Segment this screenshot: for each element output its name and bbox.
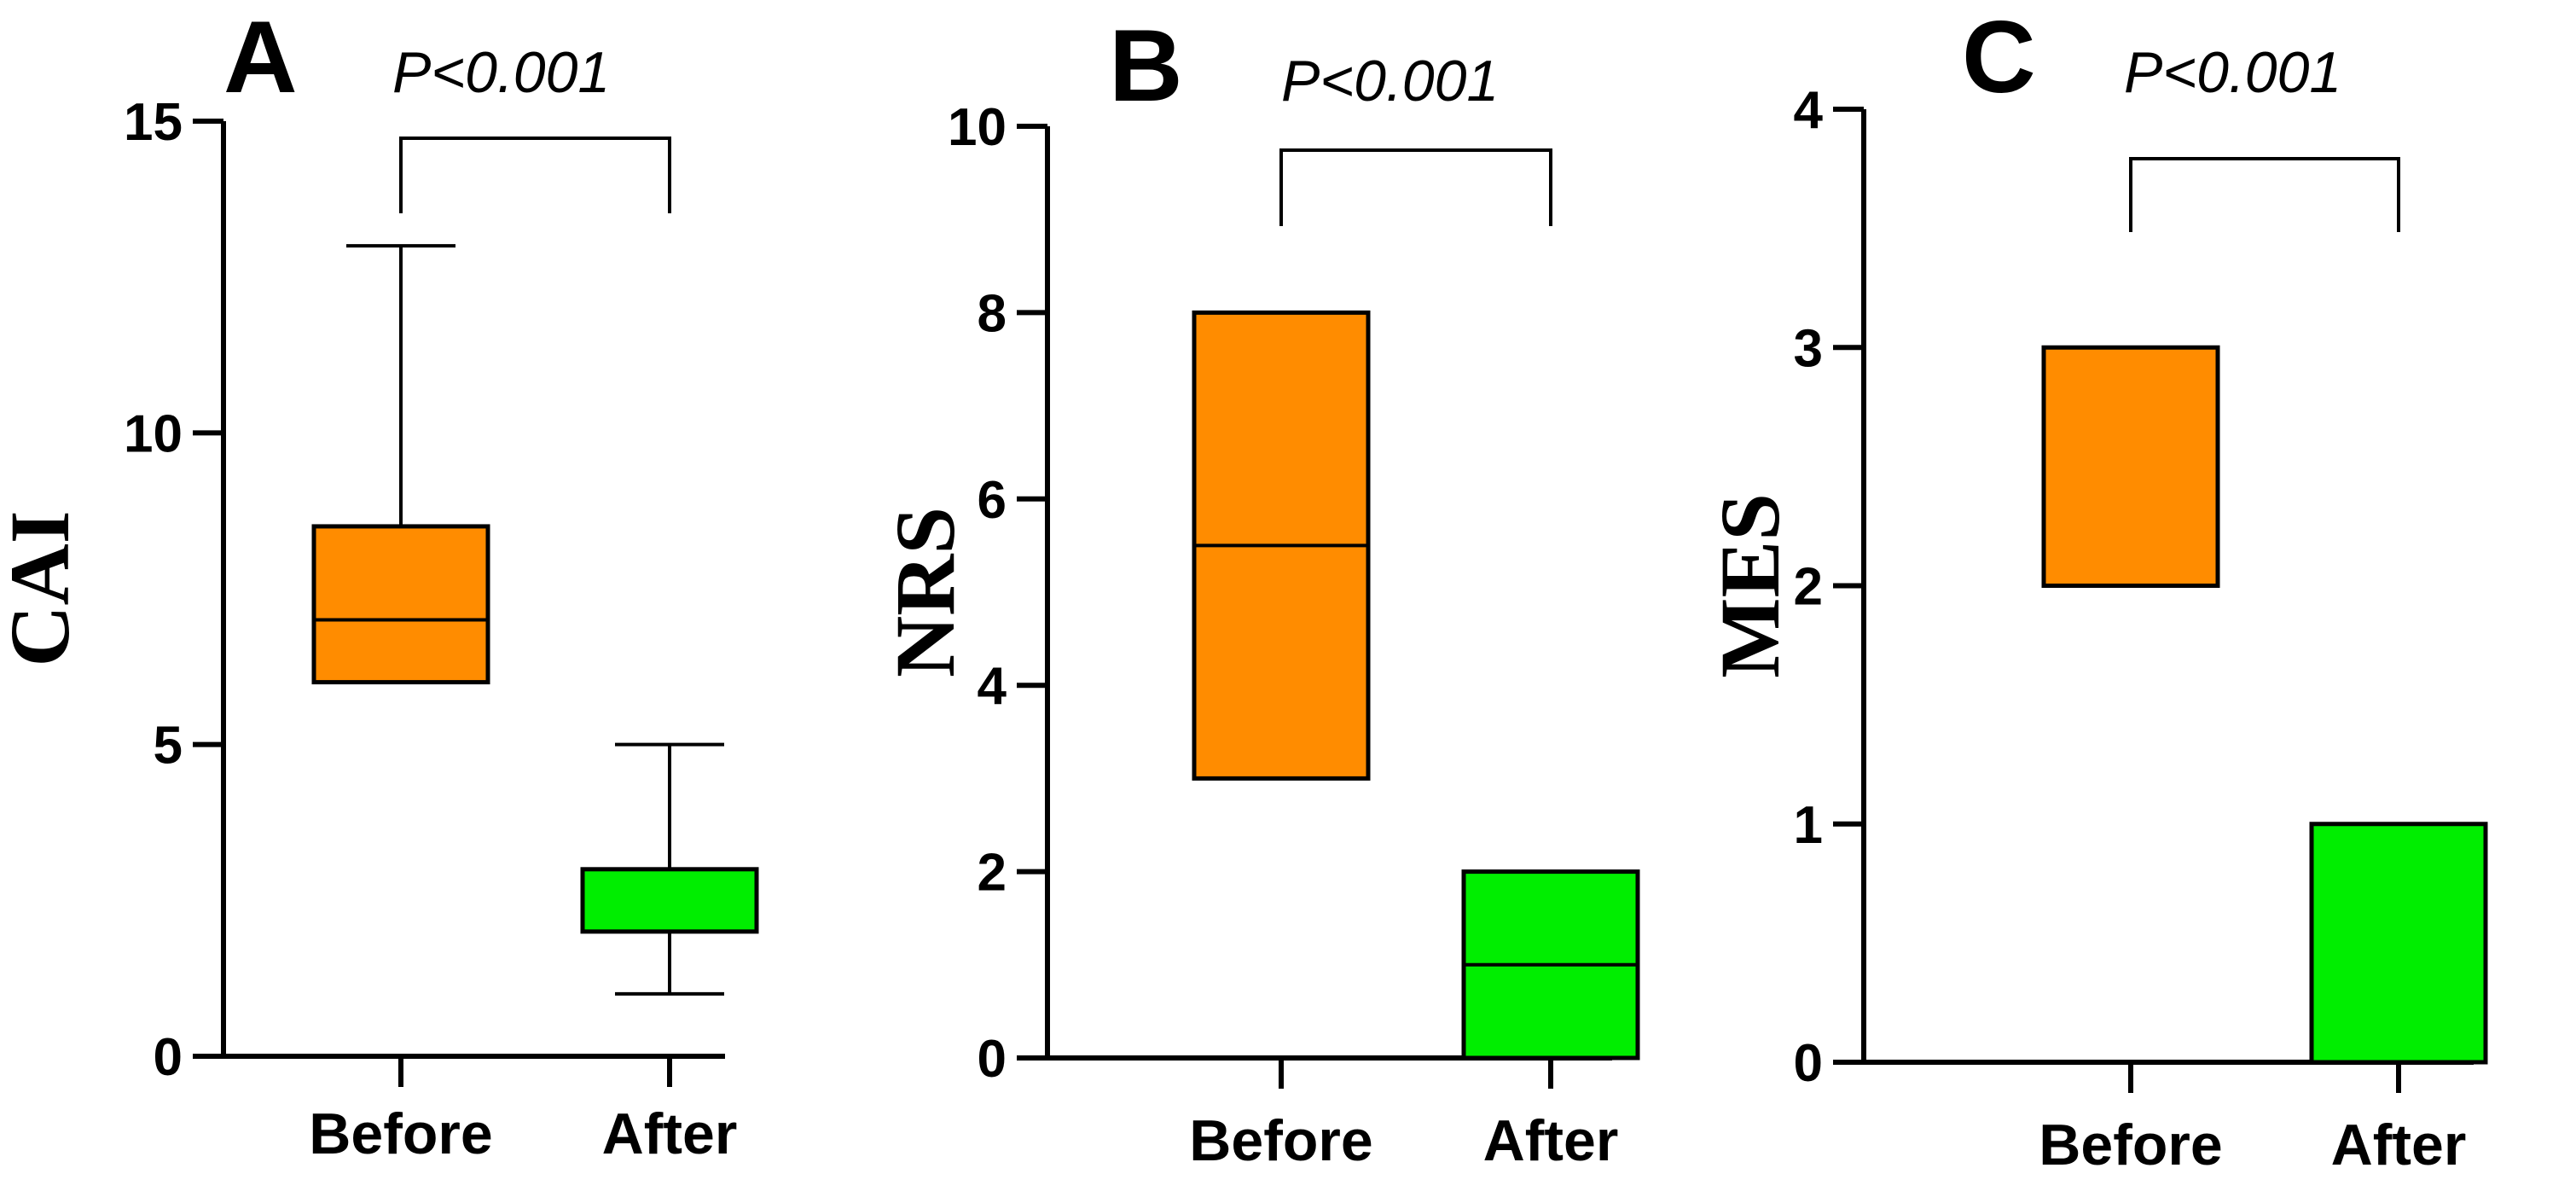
- box-after: [2309, 822, 2488, 1065]
- y-tick-label: 1: [1794, 796, 1823, 855]
- box-before: [311, 524, 490, 685]
- significance-bracket: [1279, 148, 1552, 226]
- y-tick-label: 4: [978, 657, 1007, 716]
- y-tick-label: 3: [1794, 319, 1823, 378]
- significance-bracket: [399, 137, 671, 213]
- x-category-label: Before: [1189, 1108, 1372, 1173]
- x-category-label: After: [1483, 1108, 1619, 1173]
- significance-bracket: [2129, 157, 2400, 232]
- y-tick-label: 0: [1794, 1034, 1823, 1093]
- y-axis-label: CAI: [0, 510, 87, 666]
- y-tick-label: 15: [124, 93, 183, 152]
- y-tick-label: 0: [154, 1028, 183, 1087]
- p-value-label: P<0.001: [2124, 40, 2341, 105]
- y-axis-label: NRS: [878, 507, 972, 677]
- panel-c: 0 1 2 3 4 Before After P<0.001 C MES: [1703, 0, 2488, 1177]
- box-after: [580, 867, 759, 934]
- box-before: [2041, 345, 2220, 588]
- y-tick-label: 10: [948, 98, 1007, 157]
- x-category-label: After: [2331, 1113, 2467, 1177]
- x-category-label: After: [602, 1101, 738, 1166]
- y-tick-label: 5: [154, 717, 183, 776]
- y-axis-label: MES: [1703, 493, 1797, 678]
- panel-a: 0 5 10 15 Before After P<0.001 A CAI: [0, 0, 759, 1166]
- y-tick-label: 8: [978, 284, 1007, 343]
- p-value-label: P<0.001: [1281, 49, 1499, 113]
- panel-b: 0 2 4 6 8 10 Before After P<0.001 B NRS: [878, 9, 1640, 1173]
- panel-letter: C: [1962, 0, 2036, 114]
- y-tick-label: 4: [1794, 81, 1824, 140]
- x-category-label: Before: [309, 1101, 492, 1166]
- y-tick-label: 0: [978, 1030, 1007, 1089]
- y-tick-label: 2: [978, 844, 1007, 903]
- x-category-label: Before: [2039, 1113, 2222, 1177]
- y-tick-label: 6: [978, 471, 1007, 530]
- y-tick-label: 2: [1794, 558, 1823, 617]
- panel-letter: B: [1109, 9, 1183, 123]
- y-tick-label: 10: [124, 404, 183, 463]
- panel-letter: A: [223, 0, 298, 114]
- p-value-label: P<0.001: [392, 40, 610, 105]
